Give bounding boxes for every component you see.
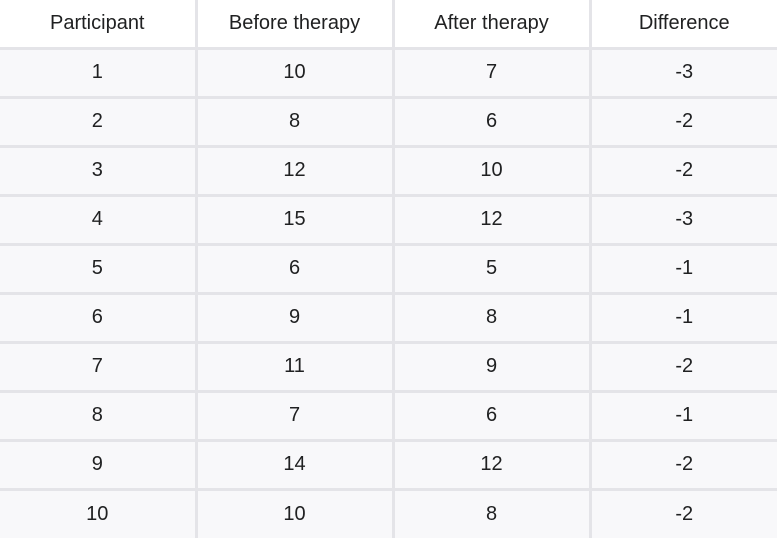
header-difference: Difference [590, 0, 777, 50]
cell-difference: -2 [590, 342, 777, 393]
cell-after-therapy: 8 [393, 293, 592, 344]
cell-difference: -2 [590, 97, 777, 148]
cell-participant: 8 [0, 391, 198, 442]
cell-after-therapy: 12 [393, 440, 592, 491]
cell-after-therapy: 7 [393, 48, 592, 99]
cell-participant: 5 [0, 244, 198, 295]
cell-after-therapy: 9 [393, 342, 592, 393]
table-header: Participant Before therapy After therapy… [0, 0, 777, 50]
cell-difference: -1 [590, 244, 777, 295]
cell-difference: -3 [590, 48, 777, 99]
table-row: 9 14 12 -2 [0, 440, 777, 491]
cell-after-therapy: 6 [393, 391, 592, 442]
cell-after-therapy: 10 [393, 146, 592, 197]
cell-participant: 4 [0, 195, 198, 246]
cell-participant: 9 [0, 440, 198, 491]
cell-difference: -1 [590, 293, 777, 344]
cell-participant: 10 [0, 489, 198, 538]
cell-before-therapy: 7 [196, 391, 395, 442]
table-row: 6 9 8 -1 [0, 293, 777, 344]
table-row: 10 10 8 -2 [0, 489, 777, 538]
cell-participant: 1 [0, 48, 198, 99]
cell-difference: -2 [590, 440, 777, 491]
table-row: 8 7 6 -1 [0, 391, 777, 442]
table-row: 1 10 7 -3 [0, 48, 777, 99]
cell-participant: 6 [0, 293, 198, 344]
cell-after-therapy: 6 [393, 97, 592, 148]
table-row: 3 12 10 -2 [0, 146, 777, 197]
cell-before-therapy: 10 [196, 489, 395, 538]
cell-before-therapy: 9 [196, 293, 395, 344]
cell-before-therapy: 15 [196, 195, 395, 246]
table-row: 2 8 6 -2 [0, 97, 777, 148]
header-row: Participant Before therapy After therapy… [0, 0, 777, 50]
cell-difference: -3 [590, 195, 777, 246]
header-before-therapy: Before therapy [196, 0, 395, 50]
cell-difference: -2 [590, 146, 777, 197]
cell-before-therapy: 11 [196, 342, 395, 393]
table-row: 4 15 12 -3 [0, 195, 777, 246]
cell-after-therapy: 8 [393, 489, 592, 538]
header-participant: Participant [0, 0, 198, 50]
cell-before-therapy: 8 [196, 97, 395, 148]
table-body: 1 10 7 -3 2 8 6 -2 3 12 10 -2 4 15 12 [0, 48, 777, 538]
cell-after-therapy: 12 [393, 195, 592, 246]
cell-participant: 7 [0, 342, 198, 393]
cell-after-therapy: 5 [393, 244, 592, 295]
cell-before-therapy: 6 [196, 244, 395, 295]
table-row: 7 11 9 -2 [0, 342, 777, 393]
cell-before-therapy: 10 [196, 48, 395, 99]
table-row: 5 6 5 -1 [0, 244, 777, 295]
cell-before-therapy: 12 [196, 146, 395, 197]
cell-difference: -2 [590, 489, 777, 538]
cell-difference: -1 [590, 391, 777, 442]
header-after-therapy: After therapy [393, 0, 592, 50]
cell-before-therapy: 14 [196, 440, 395, 491]
cell-participant: 3 [0, 146, 198, 197]
cell-participant: 2 [0, 97, 198, 148]
